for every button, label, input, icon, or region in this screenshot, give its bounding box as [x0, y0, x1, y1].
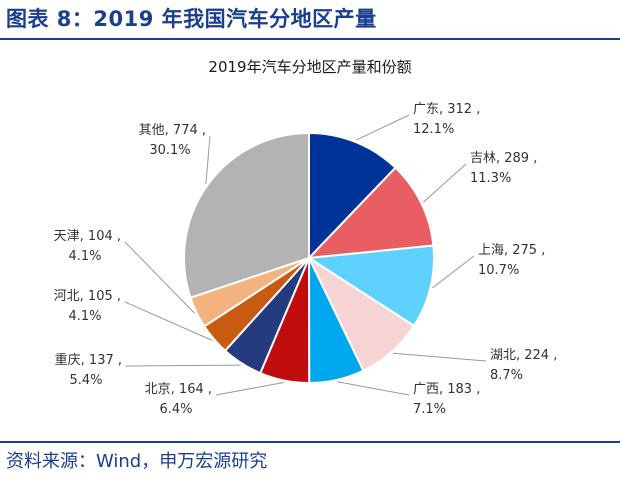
leader-line-1 [356, 114, 410, 141]
leader-line-5 [337, 381, 410, 396]
header-rule [0, 38, 620, 40]
slice-share-6: 6.4% [159, 402, 192, 417]
leader-line-2 [422, 163, 467, 203]
slice-label-7: 重庆, 137 , [55, 352, 122, 368]
slice-share-3: 10.7% [478, 263, 519, 278]
leader-line-10 [205, 135, 211, 184]
leader-line-6 [215, 382, 284, 396]
slice-share-7: 5.4% [69, 373, 102, 388]
slice-share-2: 11.3% [470, 171, 511, 186]
slice-share-1: 12.1% [413, 122, 454, 137]
figure-title: 图表 8：2019 年我国汽车分地区产量 [6, 7, 377, 31]
slice-labels: 广东, 312 , 12.1% 吉林, 289 , 11.3% 上海, 275 , 10.… [54, 102, 558, 417]
slice-share-5: 7.1% [413, 402, 446, 417]
leader-line-4 [393, 352, 487, 362]
slice-share-10: 30.1% [149, 143, 190, 158]
chart-title: 2019年汽车分地区产量和份额 [208, 58, 411, 76]
leader-line-8 [124, 301, 213, 341]
slice-label-4: 湖北, 224 , [490, 348, 557, 363]
pie-slice-1 [308, 131, 397, 261]
slice-label-3: 上海, 275 , [478, 243, 545, 258]
footer-rule [0, 441, 620, 443]
leader-line-7 [125, 364, 241, 367]
leader-line-3 [432, 255, 475, 289]
slice-label-8: 河北, 105 , [54, 289, 121, 304]
slice-label-1: 广东, 312 , [413, 102, 480, 117]
pie-chart: 2019年汽车分地区产量和份额 广东, 312 , 12.1% 吉林, 289 , 1… [54, 58, 558, 417]
pie-slice-10 [183, 131, 310, 300]
leader-line-9 [124, 241, 196, 314]
slice-label-2: 吉林, 289 , [470, 151, 537, 166]
pie-slice-3 [306, 244, 435, 328]
pie-slices [183, 131, 435, 385]
slice-share-4: 8.7% [490, 368, 523, 383]
source-note: 资料来源：Wind，申万宏源研究 [6, 451, 268, 472]
slice-share-9: 4.1% [68, 249, 101, 264]
pie-slice-2 [306, 166, 435, 260]
leader-lines [124, 114, 487, 396]
slice-label-5: 广西, 183 , [413, 382, 480, 397]
slice-share-8: 4.1% [68, 309, 101, 324]
slice-label-9: 天津, 104 , [54, 229, 121, 244]
slice-label-10: 其他, 774 , [139, 123, 206, 138]
slice-label-6: 北京, 164 , [145, 382, 212, 397]
